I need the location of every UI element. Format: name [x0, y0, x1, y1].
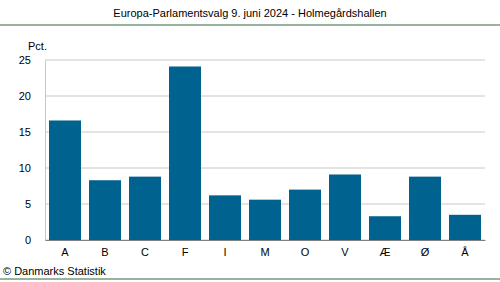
bar	[289, 190, 321, 240]
bar	[409, 177, 441, 240]
title: Europa-Parlamentsvalg 9. juni 2024 - Hol…	[113, 7, 386, 19]
x-tick: V	[341, 240, 349, 258]
x-axis: ABCFIMOVÆØÅ	[46, 240, 486, 258]
x-tick: M	[260, 240, 269, 258]
x-tick-label: Ø	[421, 246, 430, 258]
x-tick: F	[182, 240, 189, 258]
bar	[209, 195, 241, 240]
x-tick: Å	[461, 240, 469, 258]
x-tick-label: B	[101, 246, 108, 258]
x-tick: O	[301, 240, 310, 258]
bars	[49, 66, 481, 240]
grid-line	[45, 96, 485, 97]
bar	[49, 120, 81, 240]
y-tick: 10	[19, 162, 45, 174]
bar	[169, 66, 201, 240]
y-tick-label: 10	[19, 162, 31, 174]
grid	[45, 60, 485, 240]
footer-rule	[0, 279, 500, 280]
x-tick-label: V	[341, 246, 349, 258]
y-tick: 20	[19, 90, 45, 102]
x-tick: C	[141, 240, 149, 258]
bar	[369, 216, 401, 240]
bar	[329, 174, 361, 240]
x-tick: B	[101, 240, 108, 258]
x-tick-label: M	[260, 246, 269, 258]
x-tick-label: I	[223, 246, 226, 258]
y-tick: 25	[19, 54, 45, 66]
y-tick-label: 5	[25, 198, 31, 210]
plot: 0 5 10 15 20 25 A B C F I M O V Æ Ø Å	[19, 54, 486, 258]
bar	[89, 180, 121, 240]
x-axis-line	[46, 240, 486, 241]
x-tick-label: C	[141, 246, 149, 258]
y-tick: 0	[25, 234, 45, 246]
x-tick-label: Å	[461, 246, 469, 258]
grid-line	[45, 132, 485, 133]
y-label: Pct.	[28, 40, 47, 52]
grid-line	[45, 168, 485, 169]
y-tick: 5	[25, 198, 45, 210]
grid-line	[45, 60, 485, 61]
chart: Europa-Parlamentsvalg 9. juni 2024 - Hol…	[0, 0, 500, 282]
y-tick-label: 15	[19, 126, 31, 138]
x-tick: A	[61, 240, 69, 258]
bar	[249, 200, 281, 240]
x-tick: Æ	[380, 240, 391, 258]
y-tick: 15	[19, 126, 45, 138]
x-tick: I	[223, 240, 226, 258]
x-tick-label: F	[182, 246, 189, 258]
x-tick-label: A	[61, 246, 69, 258]
y-axis: 0 5 10 15 20 25	[19, 54, 46, 246]
bar	[129, 177, 161, 240]
y-tick-label: 0	[25, 234, 31, 246]
y-tick-label: 25	[19, 54, 31, 66]
x-tick-label: Æ	[380, 246, 391, 258]
y-tick-label: 20	[19, 90, 31, 102]
bar	[449, 215, 481, 240]
y-axis-line	[45, 61, 46, 241]
source: © Danmarks Statistik	[3, 265, 106, 277]
header-rule	[0, 25, 500, 26]
x-tick-label: O	[301, 246, 310, 258]
x-tick: Ø	[421, 240, 430, 258]
